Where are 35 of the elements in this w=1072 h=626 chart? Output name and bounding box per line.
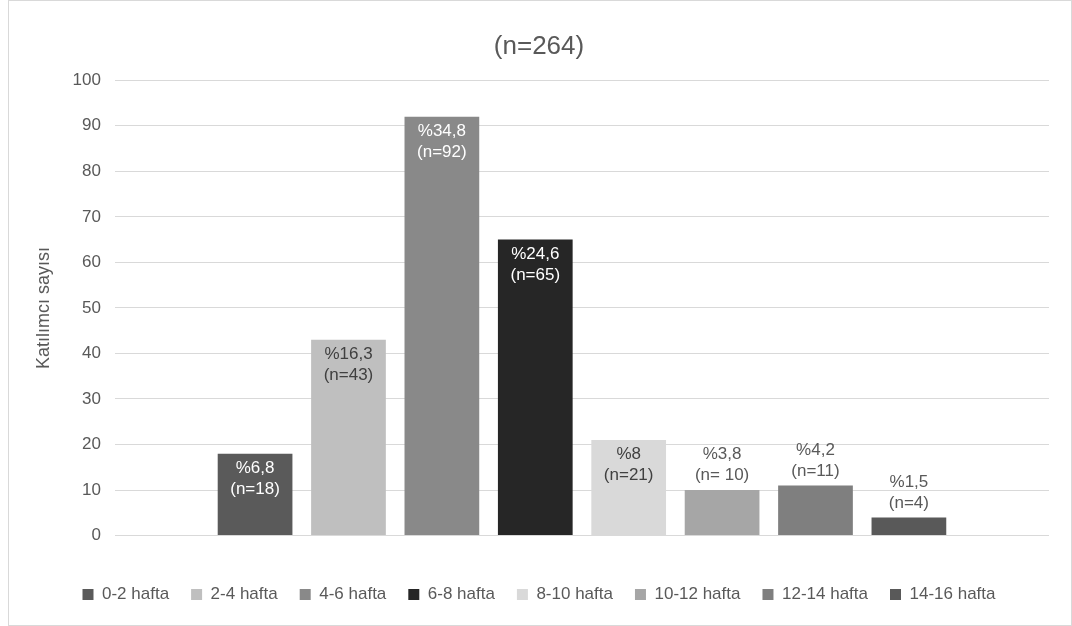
bar bbox=[871, 517, 947, 536]
y-axis-title: Katılımcı sayısı bbox=[32, 246, 53, 369]
y-tick-label: 20 bbox=[82, 434, 101, 454]
data-label: %16,3 (n=43) bbox=[323, 343, 374, 384]
legend-label: 0-2 hafta bbox=[101, 584, 170, 604]
y-tick-label: 0 bbox=[91, 525, 101, 545]
data-label: %3,8 (n= 10) bbox=[694, 444, 750, 485]
legend-label: 10-12 hafta bbox=[654, 584, 742, 604]
data-label: %4,2 (n=11) bbox=[791, 439, 840, 480]
y-tick-label: 80 bbox=[82, 160, 101, 180]
data-label: %8 (n=21) bbox=[603, 444, 654, 485]
bar bbox=[684, 490, 760, 536]
bar bbox=[497, 239, 573, 536]
chart-title: (n=264) bbox=[493, 29, 585, 60]
y-tick-label: 30 bbox=[82, 388, 101, 408]
legend-label: 6-8 hafta bbox=[427, 584, 496, 604]
y-tick-label: 70 bbox=[82, 206, 101, 226]
legend-label: 14-16 hafta bbox=[909, 584, 997, 604]
legend-label: 12-14 hafta bbox=[781, 584, 869, 604]
data-label: %24,6 (n=65) bbox=[510, 243, 561, 284]
legend-label: 2-4 hafta bbox=[210, 584, 279, 604]
y-tick-label: 60 bbox=[82, 252, 101, 272]
legend-label: 8-10 hafta bbox=[536, 584, 614, 604]
bar bbox=[311, 339, 386, 536]
data-label: %6,8 (n=18) bbox=[230, 457, 280, 498]
data-label: %34,8 (n=92) bbox=[417, 120, 467, 161]
y-tick-label: 40 bbox=[82, 343, 101, 363]
y-tick-label: 50 bbox=[82, 297, 101, 317]
legend-label: 4-6 hafta bbox=[319, 584, 387, 604]
bar bbox=[404, 116, 480, 536]
bar bbox=[778, 485, 853, 536]
data-label: %1,5 (n=4) bbox=[888, 471, 929, 512]
y-tick-label: 90 bbox=[82, 115, 101, 135]
y-tick-label: 100 bbox=[72, 69, 101, 89]
y-tick-label: 10 bbox=[82, 479, 101, 499]
